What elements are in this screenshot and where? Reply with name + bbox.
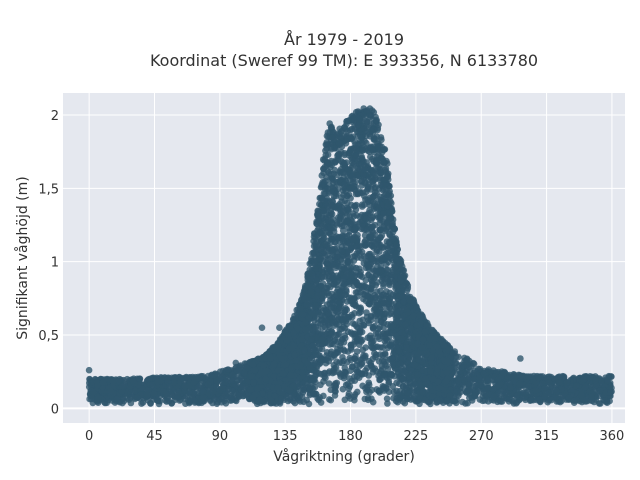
- data-point: [379, 357, 386, 364]
- data-point: [368, 273, 376, 281]
- data-point: [384, 400, 391, 407]
- data-point: [136, 375, 144, 383]
- data-point: [376, 226, 384, 234]
- data-point: [386, 289, 394, 297]
- data-point: [455, 353, 462, 361]
- data-point: [376, 370, 384, 377]
- data-point: [352, 178, 360, 186]
- data-point: [127, 399, 135, 407]
- data-point: [359, 346, 367, 354]
- data-point: [373, 299, 381, 307]
- data-point: [318, 172, 326, 179]
- data-point: [350, 117, 358, 124]
- data-point: [323, 352, 330, 359]
- data-point: [370, 181, 377, 188]
- data-point: [237, 374, 245, 382]
- data-point: [374, 126, 381, 134]
- data-point: [329, 248, 337, 256]
- data-point: [339, 354, 346, 361]
- data-point: [356, 265, 363, 273]
- data-point: [326, 396, 333, 403]
- data-point: [369, 280, 376, 287]
- data-points: [85, 105, 615, 408]
- chart-title-line-2: Koordinat (Sweref 99 TM): E 393356, N 61…: [150, 51, 538, 70]
- data-point: [334, 331, 342, 339]
- data-point: [119, 395, 127, 402]
- data-point: [318, 345, 326, 353]
- data-point: [337, 214, 345, 222]
- data-point: [346, 375, 353, 382]
- data-point: [385, 378, 393, 386]
- chart-title-line-1: År 1979 - 2019: [284, 30, 404, 49]
- data-point: [364, 196, 371, 204]
- data-point: [353, 348, 361, 355]
- data-point: [363, 215, 370, 222]
- data-point: [322, 324, 329, 331]
- data-point: [324, 217, 332, 224]
- data-point: [343, 263, 351, 271]
- data-point: [323, 132, 331, 140]
- data-point: [353, 201, 360, 209]
- data-point: [368, 395, 375, 403]
- data-point: [382, 165, 390, 172]
- data-point: [318, 273, 326, 281]
- data-point: [358, 361, 365, 368]
- data-point: [318, 181, 326, 188]
- data-point: [378, 318, 385, 326]
- data-point: [365, 319, 373, 327]
- data-point: [333, 313, 341, 321]
- data-point: [393, 379, 400, 387]
- data-point: [470, 360, 478, 368]
- data-point: [427, 400, 434, 408]
